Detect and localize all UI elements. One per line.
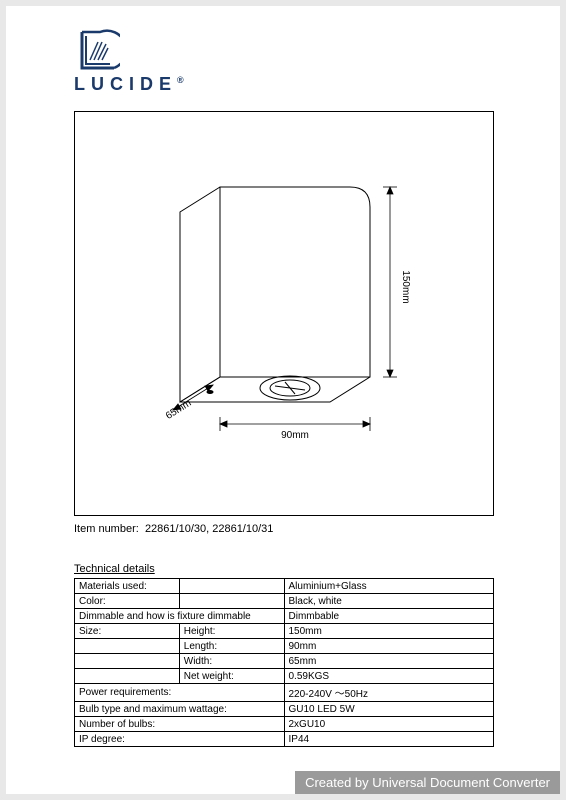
table-row: Bulb type and maximum wattage:GU10 LED 5… bbox=[75, 702, 494, 717]
spec-value: 65mm bbox=[284, 654, 494, 669]
spec-value: IP44 bbox=[284, 732, 494, 747]
logo-text: LUCIDE® bbox=[74, 74, 190, 95]
spec-label: Size: bbox=[75, 624, 180, 639]
lucide-logo-icon bbox=[76, 28, 120, 72]
product-diagram-frame: 150mm 90mm 65mm bbox=[74, 111, 494, 516]
spec-value: 220-240V ～50Hz bbox=[284, 684, 494, 702]
spec-value: Aluminium+Glass bbox=[284, 579, 494, 594]
table-row: Size:Height:150mm bbox=[75, 624, 494, 639]
table-row: Width:65mm bbox=[75, 654, 494, 669]
spec-label: Bulb type and maximum wattage: bbox=[75, 702, 285, 717]
spec-label: Color: bbox=[75, 594, 180, 609]
dim-width-text: 90mm bbox=[281, 430, 309, 441]
spec-value: 0.59KGS bbox=[284, 669, 494, 684]
spec-sublabel bbox=[179, 579, 284, 594]
page: LUCIDE® bbox=[6, 6, 560, 794]
item-number: Item number: 22861/10/30, 22861/10/31 bbox=[74, 523, 273, 535]
spec-sublabel: Net weight: bbox=[179, 669, 284, 684]
watermark: Created by Universal Document Converter bbox=[295, 771, 560, 794]
table-row: Materials used: Aluminium+Glass bbox=[75, 579, 494, 594]
spec-value: 150mm bbox=[284, 624, 494, 639]
table-row: Length:90mm bbox=[75, 639, 494, 654]
spec-label bbox=[75, 654, 180, 669]
spec-value: Black, white bbox=[284, 594, 494, 609]
spec-label bbox=[75, 639, 180, 654]
table-row: Number of bulbs:2xGU10 bbox=[75, 717, 494, 732]
spec-value: Dimmbable bbox=[284, 609, 494, 624]
table-row: Dimmable and how is fixture dimmableDimm… bbox=[75, 609, 494, 624]
spec-label bbox=[75, 669, 180, 684]
item-number-value: 22861/10/30, 22861/10/31 bbox=[145, 523, 273, 535]
table-row: IP degree:IP44 bbox=[75, 732, 494, 747]
spec-value: GU10 LED 5W bbox=[284, 702, 494, 717]
spec-value: 90mm bbox=[284, 639, 494, 654]
spec-sublabel bbox=[179, 594, 284, 609]
spec-value: 2xGU10 bbox=[284, 717, 494, 732]
spec-label: Dimmable and how is fixture dimmable bbox=[75, 609, 285, 624]
table-row: Power requirements:220-240V ～50Hz bbox=[75, 684, 494, 702]
item-number-label: Item number: bbox=[74, 523, 139, 535]
spec-sublabel: Height: bbox=[179, 624, 284, 639]
dim-height-text: 150mm bbox=[400, 270, 411, 303]
spec-label: Number of bulbs: bbox=[75, 717, 285, 732]
spec-label: Materials used: bbox=[75, 579, 180, 594]
spec-sublabel: Length: bbox=[179, 639, 284, 654]
spec-table: Materials used: Aluminium+Glass Color: Blac… bbox=[74, 578, 494, 747]
logo: LUCIDE® bbox=[74, 28, 190, 95]
spec-label: Power requirements: bbox=[75, 684, 285, 702]
table-row: Net weight:0.59KGS bbox=[75, 669, 494, 684]
dim-depth-text: 65mm bbox=[164, 398, 193, 422]
technical-details-heading: Technical details bbox=[74, 563, 155, 575]
spec-sublabel: Width: bbox=[179, 654, 284, 669]
product-diagram: 150mm 90mm 65mm bbox=[125, 142, 465, 482]
table-row: Color: Black, white bbox=[75, 594, 494, 609]
spec-label: IP degree: bbox=[75, 732, 285, 747]
